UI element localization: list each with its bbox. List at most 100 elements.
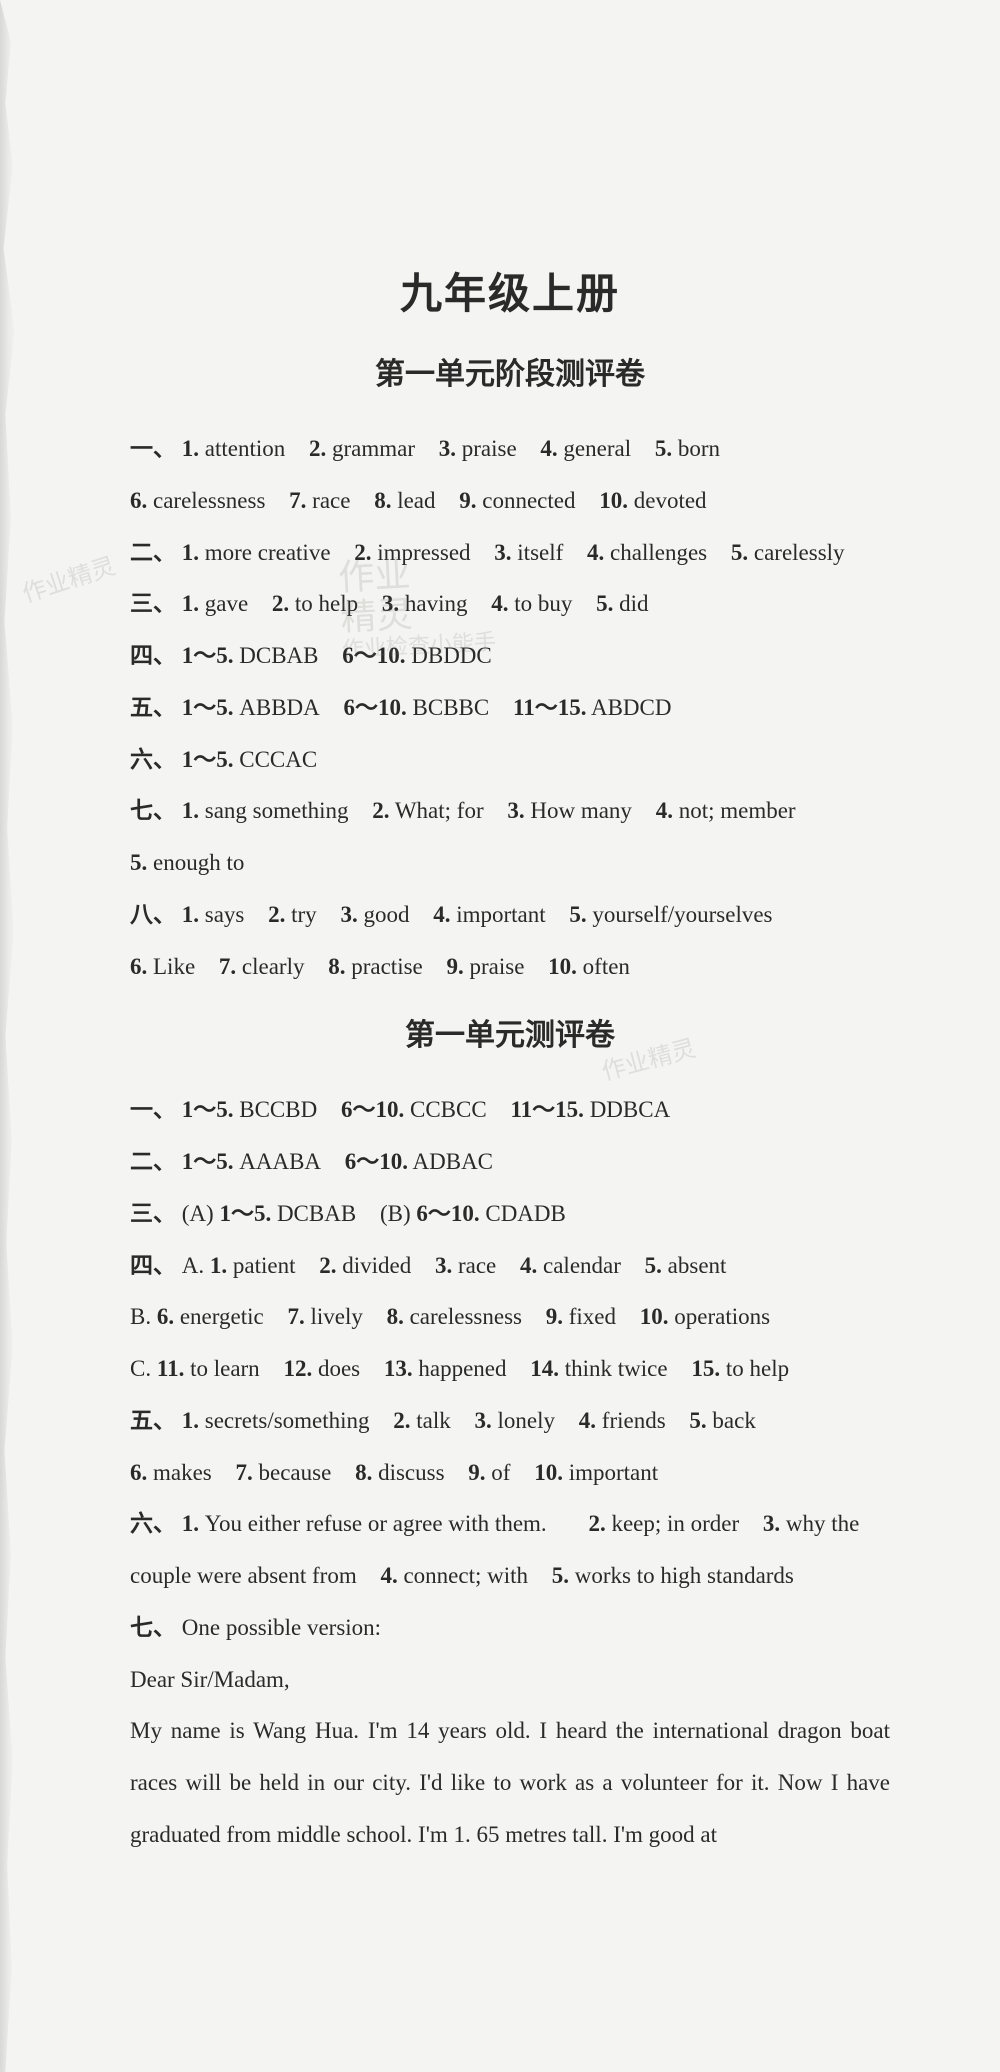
- s2-q6-a4: connect; with: [403, 1563, 528, 1588]
- s1-q3-n1: 1.: [182, 591, 199, 616]
- s2-q4a-a3: race: [458, 1253, 496, 1278]
- s1-q1-n2: 2.: [309, 436, 326, 461]
- s1-q6-label: 六、: [130, 747, 176, 772]
- s2-q6-a5: works to high standards: [575, 1563, 794, 1588]
- s1-q4-r2: 6～10.: [342, 643, 405, 668]
- section1-heading: 第一单元阶段测评卷: [130, 349, 890, 393]
- s2-q5-a8: discuss: [378, 1460, 444, 1485]
- s1-q5-r1: 1～5.: [182, 695, 234, 720]
- s1-q8-a5: yourself/yourselves: [592, 902, 772, 927]
- s2-q5-n1: 1.: [182, 1408, 199, 1433]
- s2-q3-r2: 6～10.: [416, 1201, 479, 1226]
- s2-q6-a2: keep; in order: [611, 1511, 739, 1536]
- s1-q8-n2: 2.: [268, 902, 285, 927]
- s1-q2-a5: carelessly: [754, 540, 845, 565]
- s2-q3-a1: DCBAB: [277, 1201, 356, 1226]
- s1-q1-n8: 8.: [374, 488, 391, 513]
- s1-q1-n7: 7.: [289, 488, 306, 513]
- s2-q4b-a6: energetic: [180, 1304, 264, 1329]
- s2-q4c-n14: 14.: [530, 1356, 559, 1381]
- s1-q5-label: 五、: [130, 695, 176, 720]
- s1-q2-a2: impressed: [377, 540, 470, 565]
- s1-q1-n5: 5.: [655, 436, 672, 461]
- s1-q4-label: 四、: [130, 643, 176, 668]
- torn-edge-decoration: [0, 0, 18, 2072]
- s2-q4c-n12: 12.: [283, 1356, 312, 1381]
- s2-q5-a6: makes: [153, 1460, 212, 1485]
- s2-q4a-n1: 1.: [210, 1253, 227, 1278]
- s1-q7-a2: What; for: [395, 798, 484, 823]
- s2-q6-n2: 2.: [588, 1511, 605, 1536]
- s2-q2-r1: 1～5.: [182, 1149, 234, 1174]
- s2-q4c-a13: happened: [418, 1356, 506, 1381]
- s2-q4b-n7: 7.: [287, 1304, 304, 1329]
- s1-q3-a3: having: [405, 591, 468, 616]
- s1-q8-a7: clearly: [242, 954, 305, 979]
- s2-q5-n4: 4.: [579, 1408, 596, 1433]
- s1-q8-n9: 9.: [447, 954, 464, 979]
- s2-q4a-a5: absent: [668, 1253, 727, 1278]
- s1-q3: 三、 1. gave 2. to help 3. having 4. to bu…: [130, 578, 890, 630]
- s2-q1: 一、 1～5. BCCBD 6～10. CCBCC 11～15. DDBCA: [130, 1084, 890, 1136]
- s2-q4c-n11: 11.: [157, 1356, 184, 1381]
- s2-q5-n6: 6.: [130, 1460, 147, 1485]
- s1-q3-a2: to help: [295, 591, 358, 616]
- s1-q8-n6: 6.: [130, 954, 147, 979]
- s1-q1-a6: carelessness: [153, 488, 265, 513]
- s1-q2-n5: 5.: [731, 540, 748, 565]
- s2-q5-label: 五、: [130, 1408, 176, 1433]
- s1-q7: 七、 1. sang something 2. What; for 3. How…: [130, 785, 890, 837]
- s1-q3-a1: gave: [205, 591, 248, 616]
- s2-q4b-a8: carelessness: [410, 1304, 522, 1329]
- s2-q4b-n9: 9.: [546, 1304, 563, 1329]
- s1-q3-label: 三、: [130, 591, 176, 616]
- s1-q8-a3: good: [363, 902, 409, 927]
- s1-q4-a1: DCBAB: [239, 643, 318, 668]
- s2-q5-a4: friends: [602, 1408, 666, 1433]
- s1-q1-a4: general: [563, 436, 631, 461]
- s2-q5-n2: 2.: [393, 1408, 410, 1433]
- s2-q5-a2: talk: [416, 1408, 451, 1433]
- s1-q2-a3: itself: [517, 540, 563, 565]
- s2-q6-a1: You either refuse or agree with them.: [205, 1511, 547, 1536]
- s1-q8-n10: 10.: [548, 954, 577, 979]
- s2-q3-a2: CDADB: [485, 1201, 566, 1226]
- s1-q7-n5: 5.: [130, 850, 147, 875]
- s1-q8: 八、 1. says 2. try 3. good 4. important 5…: [130, 889, 890, 941]
- s2-q4c-n13: 13.: [384, 1356, 413, 1381]
- s2-q7-line2: My name is Wang Hua. I'm 14 years old. I…: [130, 1705, 890, 1860]
- s2-q5-a5: back: [712, 1408, 755, 1433]
- s2-q5-a10: important: [569, 1460, 658, 1485]
- s1-q2-label: 二、: [130, 540, 176, 565]
- s2-q1-label: 一、: [130, 1097, 176, 1122]
- s1-q2-n1: 1.: [182, 540, 199, 565]
- s2-q4c-a12: does: [318, 1356, 360, 1381]
- s2-q5-n7: 7.: [236, 1460, 253, 1485]
- s2-q7-line1: Dear Sir/Madam,: [130, 1654, 890, 1706]
- s2-q7-intro: One possible version:: [182, 1615, 381, 1640]
- s1-q5-r2: 6～10.: [344, 695, 407, 720]
- s1-q1-a5: born: [678, 436, 720, 461]
- s2-q2-a1: AAABA: [239, 1149, 321, 1174]
- s1-q8-a4: important: [456, 902, 545, 927]
- s1-q8-n4: 4.: [433, 902, 450, 927]
- s1-q5-a3: ABDCD: [591, 695, 672, 720]
- s1-q1-a9: connected: [482, 488, 575, 513]
- s1-q8-a10: often: [583, 954, 630, 979]
- s2-q2-a2: ADBAC: [413, 1149, 494, 1174]
- s1-q1: 一、 1. attention 2. grammar 3. praise 4. …: [130, 423, 890, 475]
- s1-q8-a6: Like: [153, 954, 195, 979]
- s1-q1-a8: lead: [397, 488, 435, 513]
- s2-q2-label: 二、: [130, 1149, 176, 1174]
- s2-q5-a1: secrets/something: [205, 1408, 370, 1433]
- s2-q6-n4: 4.: [380, 1563, 397, 1588]
- s1-q7-a1: sang something: [205, 798, 349, 823]
- s1-q8-n7: 7.: [219, 954, 236, 979]
- s2-q5-n10: 10.: [534, 1460, 563, 1485]
- s1-q1-label: 一、: [130, 436, 176, 461]
- s2-q5b: 6. makes 7. because 8. discuss 9. of 10.…: [130, 1447, 890, 1499]
- s1-q1-n3: 3.: [439, 436, 456, 461]
- document-page: 作业精灵 作业 精灵 作业检查小能手 作业精灵 九年级上册 第一单元阶段测评卷 …: [0, 0, 1000, 2072]
- s1-q5-a1: ABBDA: [239, 695, 320, 720]
- s1-q8-n8: 8.: [328, 954, 345, 979]
